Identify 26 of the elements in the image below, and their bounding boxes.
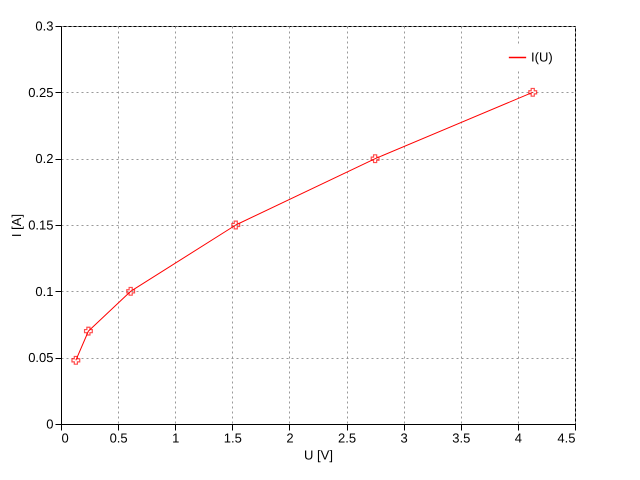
point [126, 286, 136, 296]
x-tick-label: 0.5 [110, 430, 128, 446]
x-tick-label: 3 [400, 430, 408, 446]
x-tick-label: 4.5 [557, 430, 576, 446]
x-tick-label: 1.5 [224, 430, 242, 446]
x-tick-label: 3.5 [452, 430, 470, 446]
point [71, 356, 80, 365]
x-tick-label: 0 [62, 430, 69, 446]
point [84, 326, 93, 336]
x-tick-label: 2 [286, 430, 294, 446]
x-tick-label: 4 [514, 430, 522, 446]
y-tick-label: 0.2 [35, 151, 54, 166]
y-tick-label: 0.05 [28, 350, 54, 366]
point [231, 220, 240, 230]
y-tick-label: 0.25 [28, 84, 54, 100]
y-tick-label: 0.1 [35, 284, 54, 299]
x-tick-label: 1 [172, 430, 180, 446]
y-tick-label: 0.3 [35, 18, 54, 34]
y-tick-label: 0 [46, 416, 54, 432]
y-tick-label: 0.15 [28, 218, 54, 232]
point [528, 88, 538, 97]
legend-label: I(U) [531, 50, 553, 64]
y-axis-title: I [A] [9, 214, 24, 238]
x-tick-label: 2.5 [338, 430, 356, 446]
x-axis-title: U [V] [304, 448, 333, 462]
point [370, 154, 380, 164]
